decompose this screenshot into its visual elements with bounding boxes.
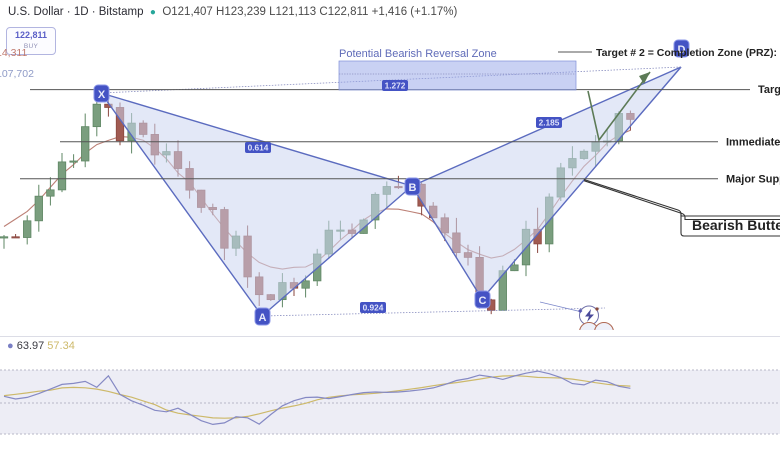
svg-text:Major Support Z: Major Support Z xyxy=(726,174,780,186)
svg-text:1.272: 1.272 xyxy=(385,80,406,90)
svg-text:B: B xyxy=(409,182,417,194)
svg-text:X: X xyxy=(98,89,106,101)
svg-text:2.185: 2.185 xyxy=(539,117,560,127)
svg-text:Immediate Sup: Immediate Sup xyxy=(726,137,780,149)
svg-text:Target # 2 = Completion Zone (: Target # 2 = Completion Zone (PRZ): 128K… xyxy=(596,47,780,59)
svg-text:0.924: 0.924 xyxy=(363,302,384,312)
svg-text:Target: Target xyxy=(758,84,780,96)
svg-text:Potential Bearish Reversal Zon: Potential Bearish Reversal Zone xyxy=(339,48,497,60)
svg-text:A: A xyxy=(259,312,267,324)
svg-text:0.614: 0.614 xyxy=(248,142,269,152)
svg-text:C: C xyxy=(479,295,487,307)
svg-text:Bearish Butterfl: Bearish Butterfl xyxy=(692,217,780,233)
